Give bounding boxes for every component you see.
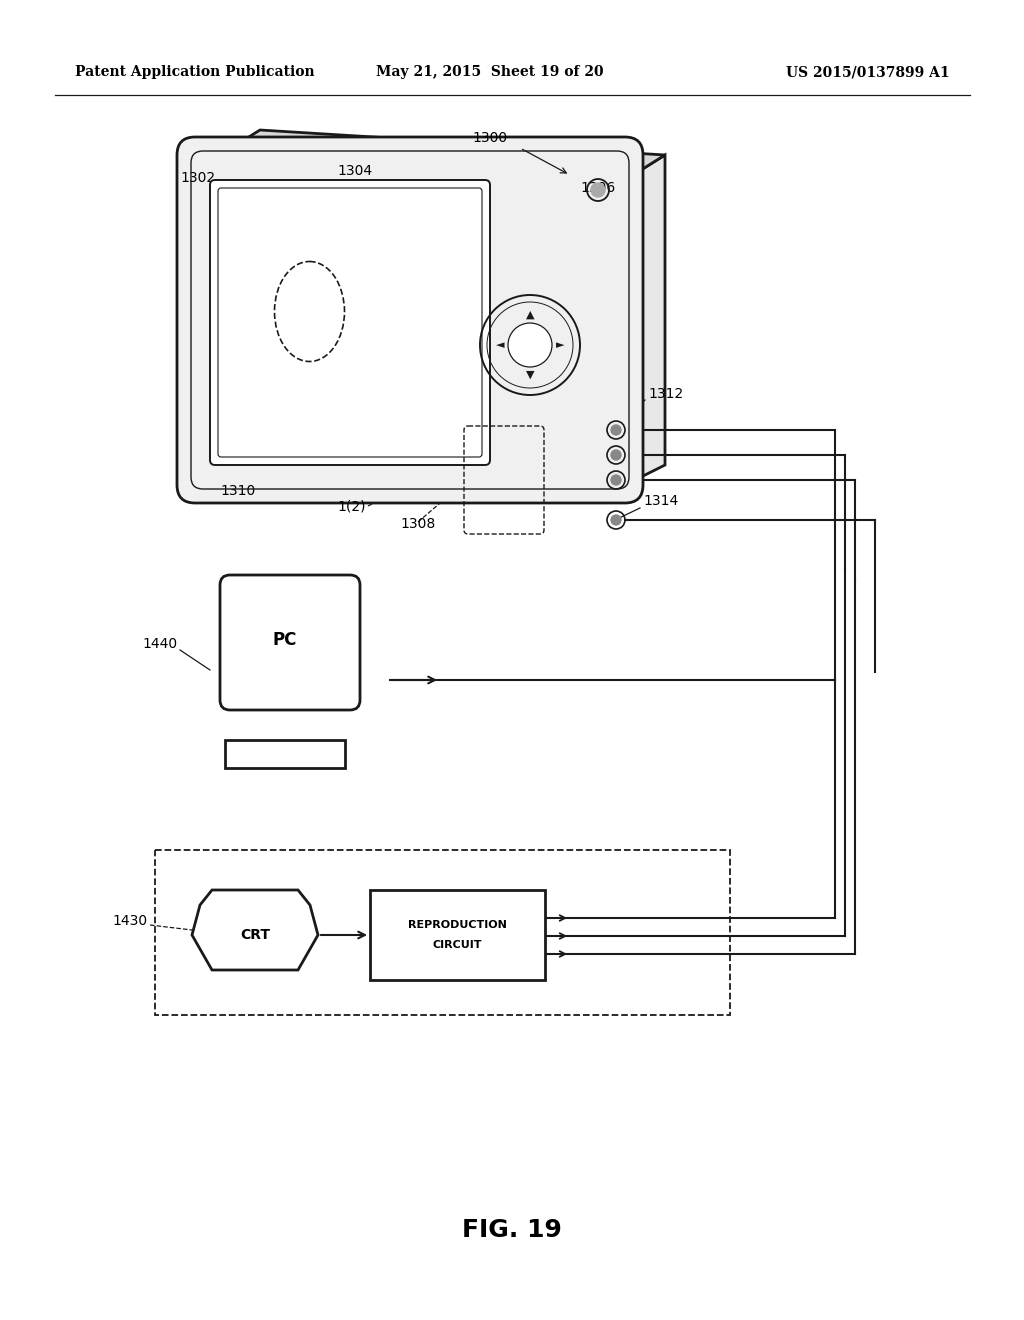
Circle shape	[611, 425, 621, 436]
Text: REPRODUCTION: REPRODUCTION	[408, 920, 507, 931]
Text: 1430: 1430	[113, 913, 148, 928]
Text: ▼: ▼	[525, 370, 535, 380]
Text: 1(2): 1(2)	[338, 499, 367, 513]
Text: 1312: 1312	[648, 387, 683, 401]
FancyBboxPatch shape	[225, 741, 345, 768]
Text: 1314: 1314	[643, 494, 678, 508]
Text: ►: ►	[556, 341, 564, 350]
Text: 1440: 1440	[143, 638, 178, 651]
Text: May 21, 2015  Sheet 19 of 20: May 21, 2015 Sheet 19 of 20	[376, 65, 604, 79]
Text: 1304: 1304	[338, 164, 373, 178]
Text: Patent Application Publication: Patent Application Publication	[75, 65, 314, 79]
Polygon shape	[625, 154, 665, 484]
Text: 1310: 1310	[220, 484, 256, 498]
FancyBboxPatch shape	[210, 180, 490, 465]
FancyBboxPatch shape	[177, 137, 643, 503]
Polygon shape	[220, 129, 665, 180]
Text: ▲: ▲	[525, 310, 535, 319]
Polygon shape	[193, 890, 318, 970]
Text: US 2015/0137899 A1: US 2015/0137899 A1	[786, 65, 950, 79]
Circle shape	[611, 450, 621, 459]
Circle shape	[508, 323, 552, 367]
FancyBboxPatch shape	[370, 890, 545, 979]
Text: CRT: CRT	[240, 928, 270, 942]
Circle shape	[611, 475, 621, 484]
Text: 1306: 1306	[580, 181, 615, 195]
Circle shape	[611, 515, 621, 525]
Text: ◄: ◄	[496, 341, 504, 350]
Circle shape	[591, 183, 605, 197]
Text: PC: PC	[272, 631, 297, 649]
Text: 1302: 1302	[180, 172, 216, 185]
Text: 1300: 1300	[472, 131, 508, 145]
Text: CIRCUIT: CIRCUIT	[433, 940, 482, 950]
Text: FIG. 19: FIG. 19	[462, 1218, 562, 1242]
FancyBboxPatch shape	[220, 576, 360, 710]
Text: 1308: 1308	[400, 517, 435, 531]
